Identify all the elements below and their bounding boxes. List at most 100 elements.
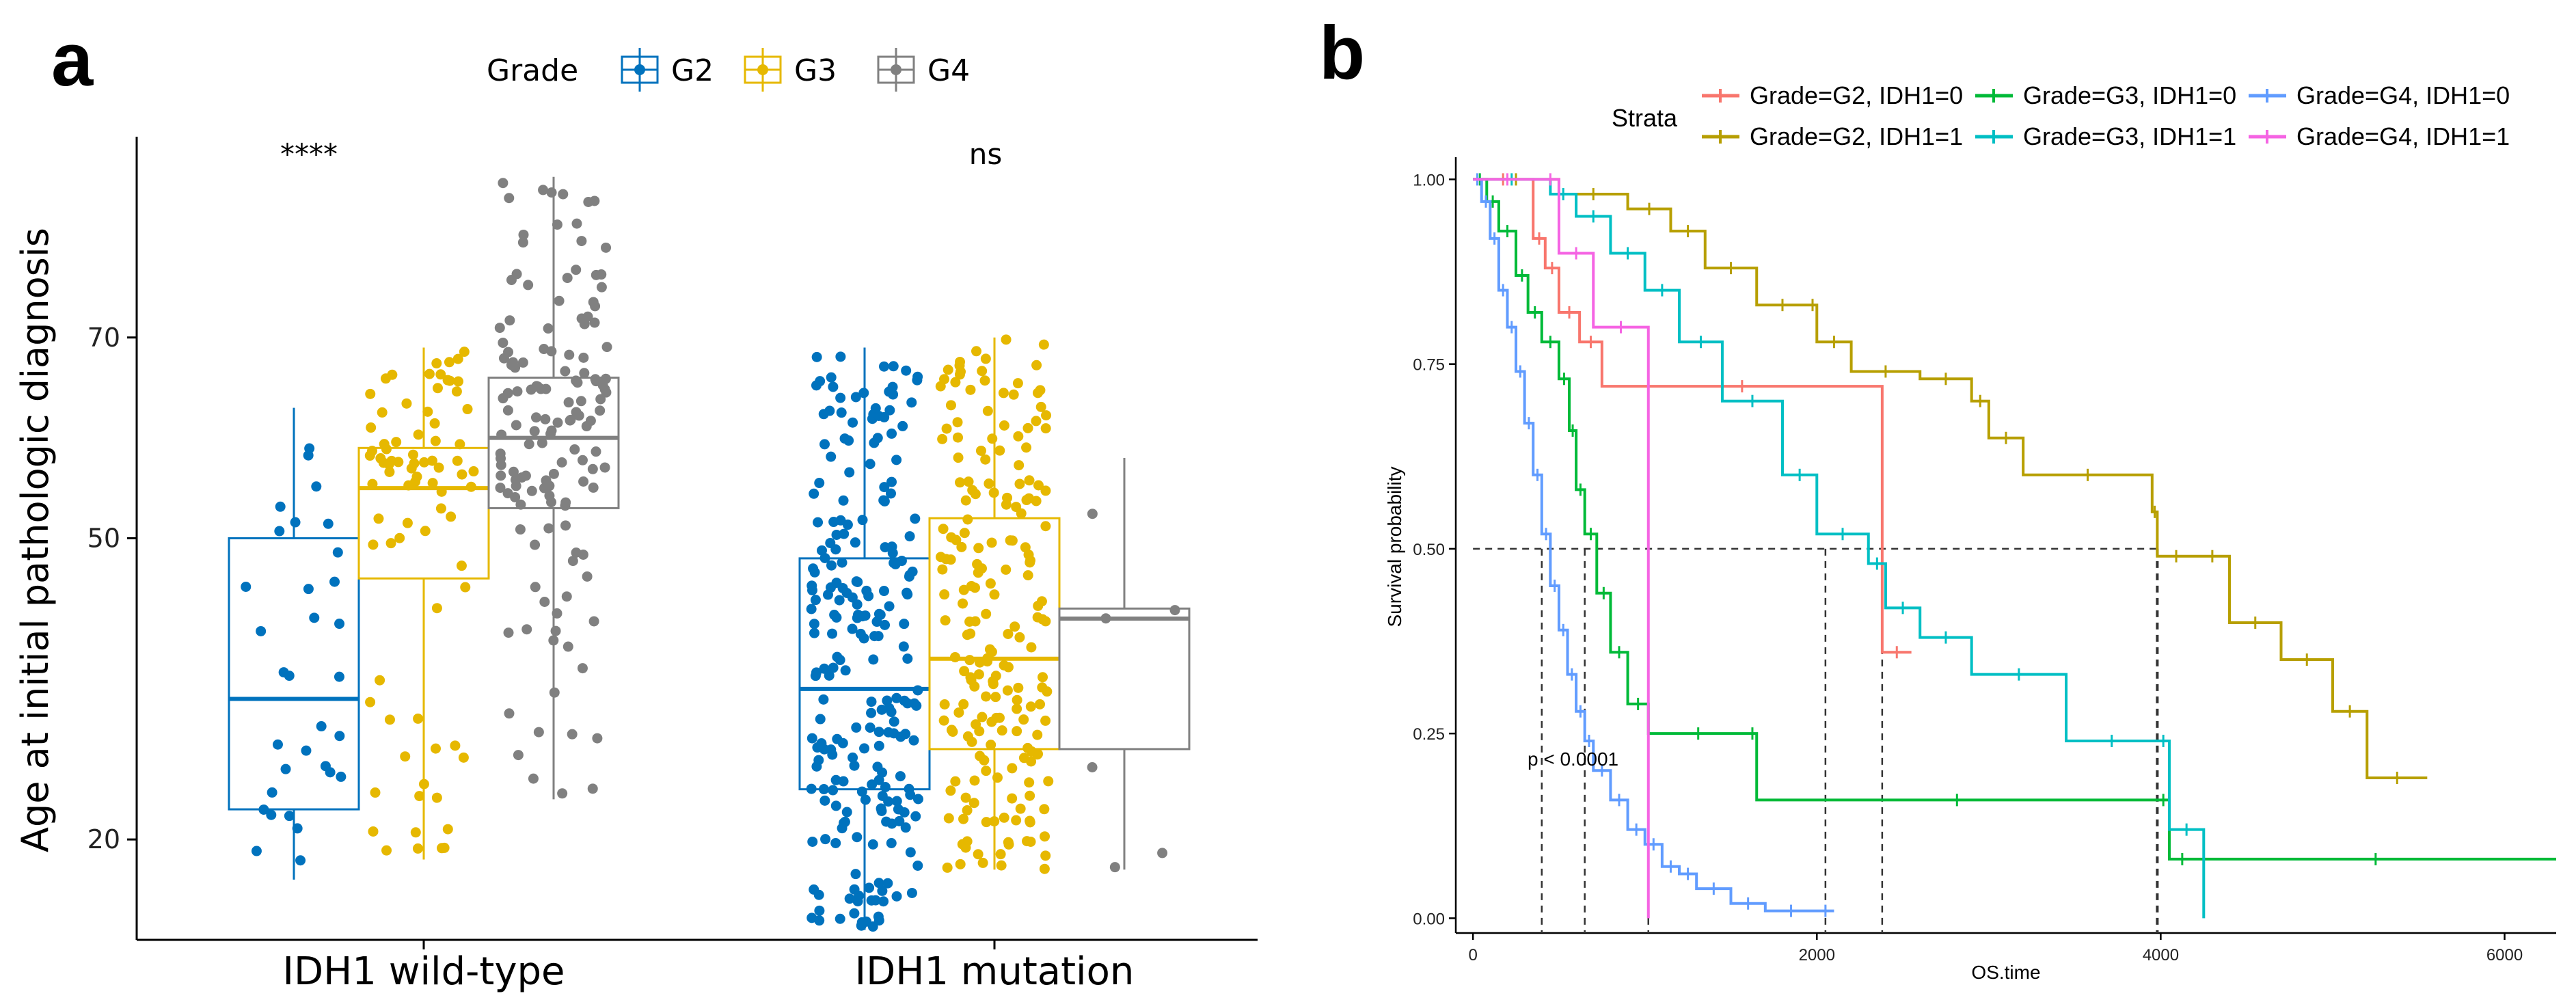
point-g4-idh1-wild-type-96: [530, 539, 541, 550]
point-g3-idh1-wild-type-7: [426, 455, 437, 466]
point-g2-idh1-mutation-179: [888, 361, 899, 372]
point-g3-idh1-wild-type-64: [413, 713, 424, 724]
y-tick-label-b-0-00: 0.00: [1413, 910, 1445, 928]
point-g2-idh1-mutation-97: [840, 665, 851, 676]
point-g2-idh1-mutation-67: [866, 697, 877, 707]
point-g4-idh1-wild-type-51: [569, 444, 580, 455]
point-g2-idh1-mutation-14: [819, 795, 830, 806]
point-g3-idh1-wild-type-60: [413, 429, 424, 440]
point-g3-idh1-mutation-111: [1001, 564, 1012, 575]
point-g2-idh1-wild-type-23: [309, 612, 320, 623]
point-g2-idh1-mutation-145: [867, 839, 878, 850]
point-g2-idh1-mutation-70: [902, 653, 913, 664]
point-g3-idh1-mutation-191: [975, 445, 986, 456]
point-g3-idh1-mutation-71: [1035, 699, 1046, 710]
point-g3-idh1-mutation-169: [1011, 502, 1022, 513]
point-g3-idh1-mutation-34: [938, 715, 949, 726]
point-g4-idh1-wild-type-82: [571, 407, 582, 418]
point-g2-idh1-mutation-105: [852, 599, 863, 610]
point-g3-idh1-mutation-108: [953, 707, 964, 718]
point-g2-idh1-mutation-45: [910, 811, 921, 822]
point-g2-idh1-mutation-172: [911, 700, 922, 711]
point-g3-idh1-wild-type-4: [431, 792, 442, 803]
point-g2-idh1-mutation-56: [859, 743, 870, 754]
point-g4-idh1-wild-type-127: [590, 301, 601, 312]
point-g2-idh1-mutation-208: [869, 631, 880, 642]
point-g4-idh1-wild-type-83: [576, 313, 587, 324]
point-g3-idh1-wild-type-52: [459, 347, 470, 357]
point-g4-idh1-wild-type-79: [521, 624, 532, 635]
point-g3-idh1-mutation-180: [977, 366, 988, 377]
x-tick-label-b-4000: 4000: [2143, 946, 2179, 964]
point-g3-idh1-mutation-20: [984, 644, 995, 655]
point-g3-idh1-mutation-194: [1005, 535, 1016, 546]
point-g3-idh1-mutation-95: [984, 478, 994, 489]
point-g4-idh1-wild-type-111: [502, 405, 513, 416]
point-g4-idh1-wild-type-114: [517, 357, 528, 368]
point-g2-idh1-mutation-220: [904, 571, 914, 582]
survival-curve-grade-g2-idh1-1: [1473, 178, 2428, 779]
point-g3-idh1-mutation-79: [965, 384, 976, 395]
point-g2-idh1-mutation-170: [852, 612, 863, 623]
point-g4-idh1-wild-type-103: [540, 414, 551, 424]
point-g2-idh1-wild-type-7: [290, 517, 301, 528]
point-g3-idh1-wild-type-30: [368, 826, 379, 837]
point-g3-idh1-mutation-59: [956, 541, 967, 552]
point-g2-idh1-mutation-18: [900, 822, 911, 833]
point-g4-idh1-mutation-4: [1169, 605, 1180, 616]
point-g4-idh1-wild-type-94: [496, 453, 506, 464]
point-g3-idh1-wild-type-58: [435, 369, 446, 380]
point-g3-idh1-mutation-120: [971, 346, 982, 357]
point-g4-idh1-wild-type-29: [560, 366, 571, 377]
point-g2-idh1-mutation-81: [884, 405, 895, 416]
x-tick-label-b-0: 0: [1468, 946, 1477, 964]
point-g2-idh1-mutation-148: [901, 587, 912, 598]
point-g3-idh1-mutation-122: [1040, 850, 1051, 861]
y-tick-label-b-0-50: 0.50: [1413, 541, 1445, 559]
point-g4-idh1-wild-type-24: [550, 625, 561, 636]
point-g2-idh1-mutation-169: [873, 740, 884, 751]
point-g3-idh1-mutation-192: [954, 369, 965, 380]
point-g3-idh1-mutation-190: [1012, 726, 1022, 737]
point-g3-idh1-mutation-170: [954, 360, 965, 371]
point-g3-idh1-wild-type-69: [446, 511, 457, 522]
point-g2-idh1-mutation-209: [900, 729, 911, 740]
point-g4-idh1-wild-type-134: [578, 352, 589, 363]
point-g3-idh1-wild-type-66: [410, 827, 421, 838]
point-g3-idh1-mutation-117: [980, 454, 991, 465]
point-g3-idh1-wild-type-27: [444, 375, 455, 386]
point-g2-idh1-mutation-40: [826, 560, 837, 571]
survival-curve-grade-g2-idh1-0: [1473, 178, 1912, 654]
box-g4-idh1-wild-type: [487, 377, 620, 509]
point-g2-idh1-mutation-210: [844, 467, 855, 478]
point-g4-idh1-wild-type-56: [517, 237, 528, 248]
point-g4-idh1-wild-type-106: [588, 482, 599, 493]
point-g3-idh1-wild-type-34: [424, 368, 435, 379]
point-g2-idh1-mutation-218: [905, 847, 916, 858]
point-g2-idh1-mutation-0: [901, 365, 912, 376]
point-g3-idh1-mutation-121: [1022, 570, 1033, 581]
panel-b-survival: Survival probability OS.time 0 2000 4000 60…: [1384, 81, 2556, 983]
panel-b-letter: b: [1319, 11, 1365, 95]
point-g3-idh1-mutation-164: [1022, 742, 1033, 753]
point-g4-idh1-wild-type-27: [552, 417, 563, 428]
point-g2-idh1-mutation-83: [868, 654, 879, 665]
point-g4-idh1-wild-type-93: [508, 466, 519, 477]
y-axis-title-b: Survival probability: [1384, 467, 1405, 627]
point-g4-idh1-wild-type-89: [565, 414, 576, 425]
point-g4-idh1-wild-type-77: [498, 393, 509, 404]
point-g4-idh1-wild-type-55: [595, 394, 606, 405]
point-g2-idh1-mutation-71: [879, 482, 890, 493]
point-g3-idh1-wild-type-70: [433, 462, 444, 473]
point-g3-idh1-wild-type-49: [431, 603, 442, 614]
point-g4-idh1-wild-type-128: [560, 497, 571, 508]
point-g3-idh1-wild-type-28: [462, 404, 473, 415]
point-g3-idh1-mutation-148: [950, 377, 961, 388]
point-g3-idh1-mutation-102: [988, 676, 999, 687]
point-g2-idh1-wild-type-16: [274, 526, 285, 537]
legend-b-label-grade-g2-idh1-1: Grade=G2, IDH1=1: [1750, 122, 1963, 150]
point-g2-idh1-mutation-124: [891, 455, 902, 465]
legend-b-title: Strata: [1612, 104, 1678, 132]
x-axis-title-b: OS.time: [1971, 962, 2040, 983]
point-g3-idh1-mutation-167: [1014, 460, 1025, 471]
